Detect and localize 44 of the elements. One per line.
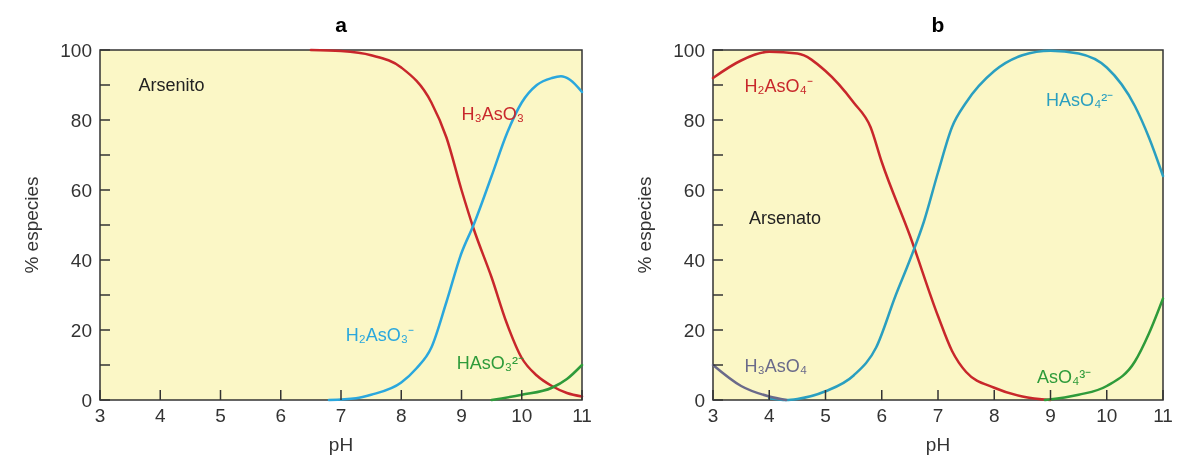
y-tick-label: 80 <box>683 109 705 131</box>
x-tick-label: 10 <box>1096 405 1118 426</box>
y-tick-label: 80 <box>70 109 92 131</box>
x-axis-title: pH <box>328 434 354 455</box>
x-tick-label: 5 <box>215 405 226 426</box>
y-axis-title: % especies <box>634 176 655 274</box>
y-tick-label: 0 <box>694 389 705 411</box>
y-tick-label: 100 <box>60 39 92 61</box>
x-tick-label: 4 <box>763 405 775 426</box>
x-tick-label: 5 <box>820 405 831 426</box>
annotation: Arsenato <box>749 208 822 229</box>
chart-title: b <box>931 13 945 36</box>
y-tick-label: 20 <box>70 319 92 341</box>
y-tick-label: 0 <box>81 389 92 411</box>
series-label: H₃AsO₄ <box>744 356 808 376</box>
x-tick-label: 8 <box>988 405 1000 426</box>
y-tick-label: 40 <box>683 249 705 271</box>
y-tick-label: 60 <box>683 179 705 201</box>
x-tick-label: 11 <box>572 405 592 426</box>
x-tick-label: 3 <box>707 405 719 426</box>
x-tick-label: 7 <box>335 405 347 426</box>
y-axis-title: % especies <box>21 176 42 274</box>
y-tick-label: 20 <box>683 319 705 341</box>
y-tick-label: 100 <box>673 39 705 61</box>
y-tick-label: 60 <box>70 179 92 201</box>
x-tick-label: 11 <box>1153 405 1173 426</box>
x-tick-label: 9 <box>456 405 467 426</box>
x-tick-label: 9 <box>1045 405 1056 426</box>
x-tick-label: 6 <box>275 405 287 426</box>
y-tick-label: 40 <box>70 249 92 271</box>
series-label: H₂AsO₃⁻ <box>345 324 415 345</box>
x-tick-label: 8 <box>395 405 407 426</box>
series-label: HAsO₃²⁻ <box>456 352 525 373</box>
series-label: HAsO₄²⁻ <box>1046 90 1114 110</box>
x-tick-label: 6 <box>876 405 888 426</box>
annotation: Arsenito <box>138 75 205 96</box>
series-label: H₂AsO₄⁻ <box>744 76 813 96</box>
series-label: AsO₄³⁻ <box>1037 366 1092 387</box>
x-axis-title: pH <box>925 434 951 455</box>
x-tick-label: 3 <box>94 405 106 426</box>
x-tick-label: 10 <box>511 405 533 426</box>
x-tick-label: 7 <box>932 405 944 426</box>
x-tick-label: 4 <box>154 405 166 426</box>
chart-title: a <box>335 13 348 36</box>
